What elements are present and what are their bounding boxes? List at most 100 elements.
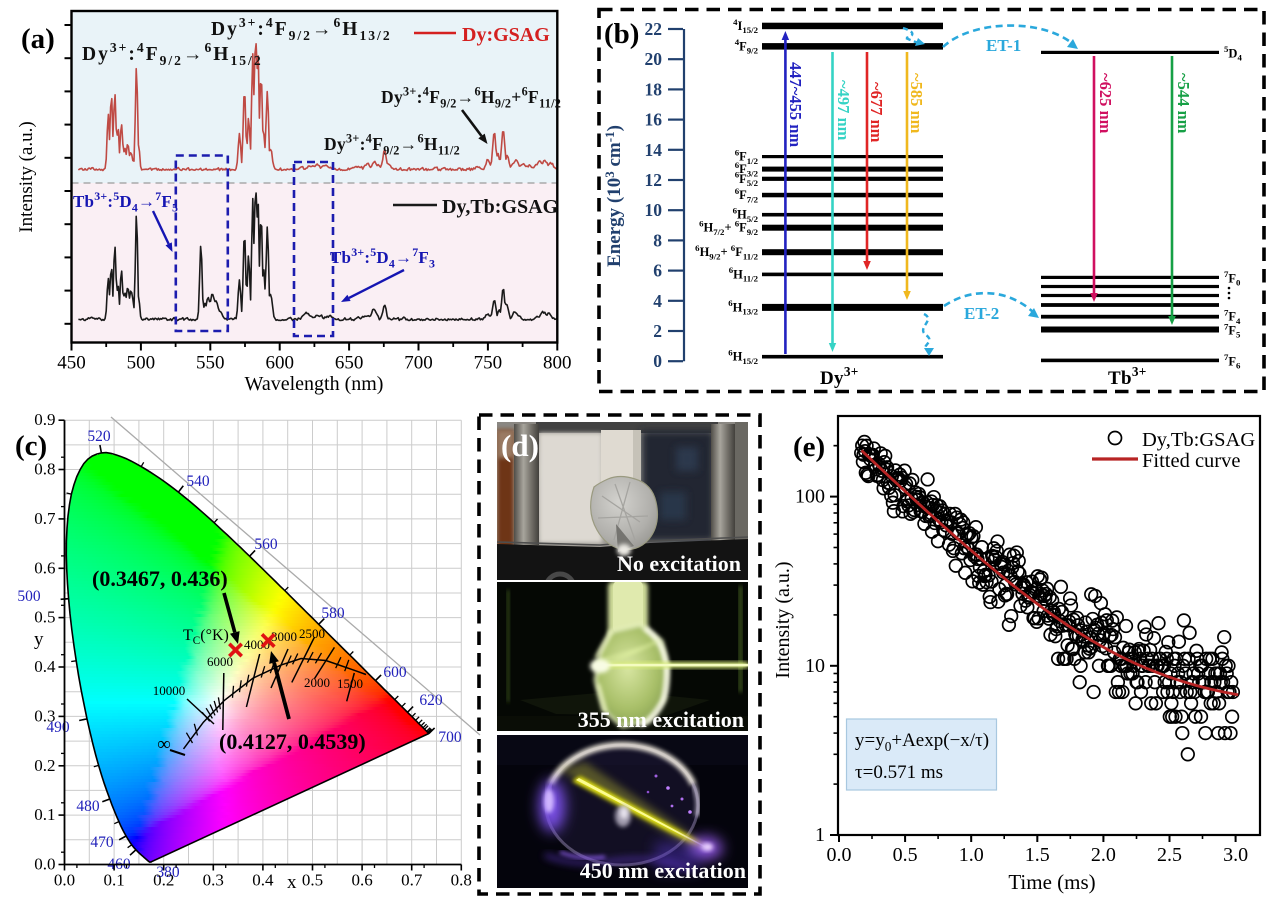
svg-text:Dy,Tb:GSAG: Dy,Tb:GSAG xyxy=(442,196,559,218)
svg-text:0.2: 0.2 xyxy=(153,871,174,890)
svg-text:y: y xyxy=(34,629,44,650)
svg-text:650: 650 xyxy=(335,353,364,374)
svg-text:0.1: 0.1 xyxy=(103,871,124,890)
svg-text:2.5: 2.5 xyxy=(1157,844,1182,866)
svg-text:~585 nm: ~585 nm xyxy=(907,73,926,134)
svg-text:500: 500 xyxy=(17,588,41,605)
svg-text:2000: 2000 xyxy=(304,675,330,690)
svg-text:0.0: 0.0 xyxy=(827,844,852,866)
svg-text:0.0: 0.0 xyxy=(34,855,55,874)
svg-text:5D4: 5D4 xyxy=(1224,44,1242,62)
svg-text:6H7/2+ 6F9/2: 6H7/2+ 6F9/2 xyxy=(699,219,759,237)
svg-text:TC(°K): TC(°K) xyxy=(183,627,229,647)
svg-text:6F3/2: 6F3/2 xyxy=(735,160,759,178)
svg-text:4000: 4000 xyxy=(244,637,270,652)
svg-text:540: 540 xyxy=(186,473,210,490)
svg-text:Dy3+:4F9/2→6H13/2: Dy3+:4F9/2→6H13/2 xyxy=(211,15,392,43)
svg-text:6F5/2: 6F5/2 xyxy=(735,170,759,188)
svg-text:3.0: 3.0 xyxy=(1223,844,1248,866)
svg-text:0.2: 0.2 xyxy=(34,756,55,775)
svg-text:0.0: 0.0 xyxy=(54,871,75,890)
svg-text:Tb3+: Tb3+ xyxy=(1108,364,1147,389)
svg-text:~677 nm: ~677 nm xyxy=(867,82,886,143)
svg-text:6: 6 xyxy=(653,261,662,281)
svg-text:Wavelength (nm): Wavelength (nm) xyxy=(245,373,384,395)
svg-text:700: 700 xyxy=(404,353,433,374)
svg-text:~625 nm: ~625 nm xyxy=(1096,73,1115,134)
svg-text:355 nm excitation: 355 nm excitation xyxy=(578,707,744,732)
svg-text:Dy3+:4F9/2→6H11/2: Dy3+:4F9/2→6H11/2 xyxy=(324,132,460,158)
svg-text:No excitation: No excitation xyxy=(617,551,741,576)
svg-text:τ=0.571 ms: τ=0.571 ms xyxy=(855,762,943,783)
svg-text:22: 22 xyxy=(645,19,663,39)
svg-text:0.3: 0.3 xyxy=(203,871,224,890)
svg-text:0.8: 0.8 xyxy=(451,871,472,890)
svg-text:Dy,Tb:GSAG: Dy,Tb:GSAG xyxy=(1142,429,1255,451)
svg-text:0.6: 0.6 xyxy=(351,871,372,890)
svg-text:6H13/2: 6H13/2 xyxy=(728,298,758,316)
svg-text:10: 10 xyxy=(805,655,825,677)
svg-text:(c): (c) xyxy=(15,430,47,462)
svg-text:447~455 nm: 447~455 nm xyxy=(786,62,805,147)
svg-text:6H15/2: 6H15/2 xyxy=(728,348,758,366)
svg-text:Dy3+: Dy3+ xyxy=(820,364,859,389)
svg-text:470: 470 xyxy=(90,834,114,851)
svg-text:~544 nm: ~544 nm xyxy=(1174,73,1193,134)
svg-text:Fitted curve: Fitted curve xyxy=(1142,450,1241,472)
svg-text:800: 800 xyxy=(543,353,572,374)
svg-text:4F9/2: 4F9/2 xyxy=(735,37,759,55)
svg-text:0.8: 0.8 xyxy=(34,460,55,479)
svg-text:Intensity (a.u.): Intensity (a.u.) xyxy=(16,121,37,232)
svg-text:500: 500 xyxy=(127,353,156,374)
svg-text:0.5: 0.5 xyxy=(302,871,323,890)
svg-text:6000: 6000 xyxy=(207,654,233,669)
svg-text:0.5: 0.5 xyxy=(893,844,918,866)
svg-text:480: 480 xyxy=(76,798,100,815)
svg-text:450: 450 xyxy=(57,353,86,374)
svg-text:1500: 1500 xyxy=(337,676,363,691)
svg-text:6H9/2+ 6F11/2: 6H9/2+ 6F11/2 xyxy=(695,243,758,261)
svg-text:0: 0 xyxy=(653,351,662,371)
svg-text:6F1/2: 6F1/2 xyxy=(735,147,759,165)
svg-text:3000: 3000 xyxy=(271,629,297,644)
svg-text:550: 550 xyxy=(196,353,225,374)
svg-text:0.7: 0.7 xyxy=(401,871,423,890)
svg-text:100: 100 xyxy=(795,486,825,508)
svg-text:Energy (103 cm-1): Energy (103 cm-1) xyxy=(602,125,625,267)
svg-text:0.5: 0.5 xyxy=(34,608,55,627)
svg-text:(0.4127, 0.4539): (0.4127, 0.4539) xyxy=(219,729,366,754)
svg-text:Dy:GSAG: Dy:GSAG xyxy=(462,24,550,46)
svg-text:4I15/2: 4I15/2 xyxy=(733,17,759,35)
svg-text:8: 8 xyxy=(653,230,662,250)
svg-text:560: 560 xyxy=(254,536,278,553)
svg-text:620: 620 xyxy=(419,692,443,709)
svg-text:(d): (d) xyxy=(501,428,539,463)
svg-text:1: 1 xyxy=(815,824,825,846)
svg-text:0.6: 0.6 xyxy=(34,558,55,577)
svg-text:600: 600 xyxy=(265,353,294,374)
svg-text:6H11/2: 6H11/2 xyxy=(729,265,759,283)
svg-text:4: 4 xyxy=(653,291,662,311)
svg-text:2500: 2500 xyxy=(299,626,325,641)
svg-text:(e): (e) xyxy=(793,431,825,463)
svg-text:7F0: 7F0 xyxy=(1224,269,1241,287)
svg-text:7F6: 7F6 xyxy=(1224,352,1241,370)
svg-text:~497 nm: ~497 nm xyxy=(834,80,853,141)
svg-text:Tb3+:5D4→7F5: Tb3+:5D4→7F5 xyxy=(73,189,178,215)
svg-text:450 nm excitation: 450 nm excitation xyxy=(580,858,746,883)
svg-text:750: 750 xyxy=(474,353,503,374)
svg-text:6H5/2: 6H5/2 xyxy=(733,206,759,224)
svg-text:0.1: 0.1 xyxy=(34,805,55,824)
svg-text:Time (ms): Time (ms) xyxy=(1008,870,1095,894)
svg-text:ET-1: ET-1 xyxy=(986,36,1021,55)
svg-text:2: 2 xyxy=(653,321,662,341)
svg-text:580: 580 xyxy=(321,605,345,622)
svg-text:0.3: 0.3 xyxy=(34,706,55,725)
svg-text:380: 380 xyxy=(156,864,180,881)
svg-text:16: 16 xyxy=(645,110,663,130)
svg-text:600: 600 xyxy=(383,664,407,681)
svg-text:20: 20 xyxy=(645,49,663,69)
svg-text:(0.3467, 0.436): (0.3467, 0.436) xyxy=(92,566,228,591)
svg-text:18: 18 xyxy=(645,79,663,99)
svg-text:∞: ∞ xyxy=(157,734,171,755)
